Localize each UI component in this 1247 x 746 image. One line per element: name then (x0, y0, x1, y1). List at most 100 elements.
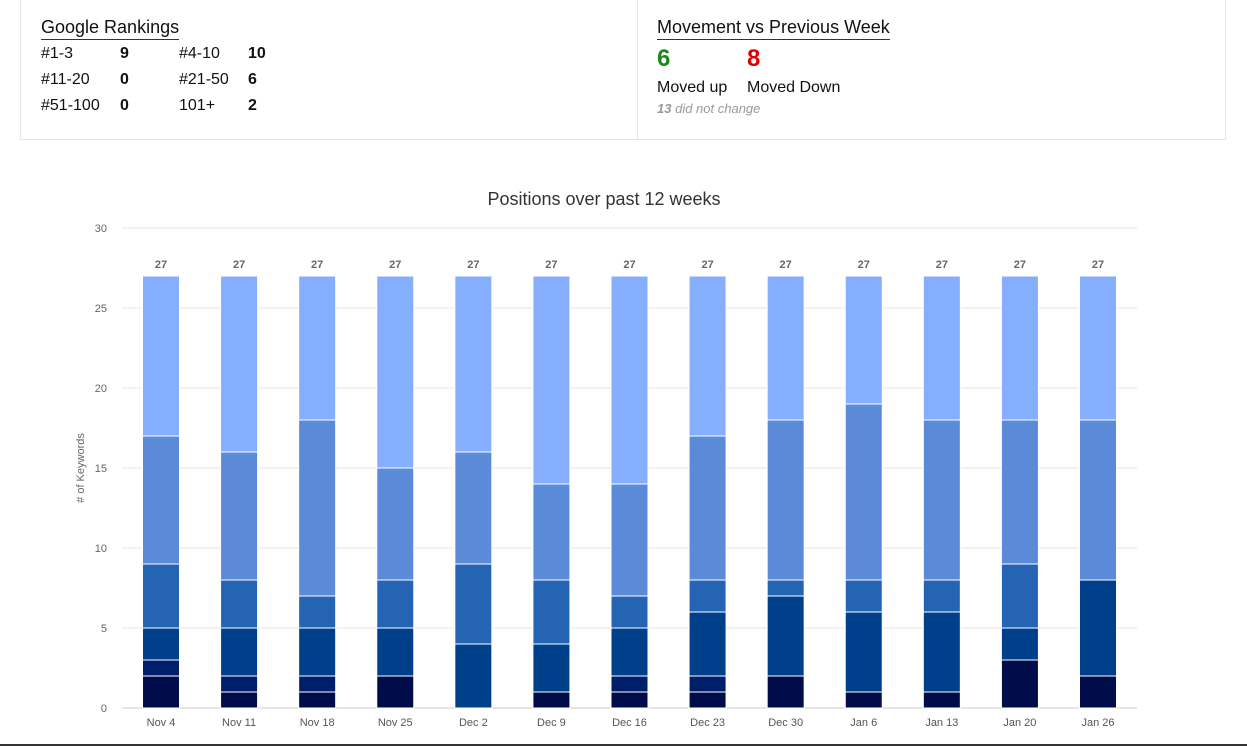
ranking-value: 2 (248, 97, 257, 114)
bar-segment (610, 595, 649, 629)
x-axis-ticks: Nov 4 Nov 11 Nov 18 Nov 25 Dec 2 Dec 9 Dec 16 D… (147, 717, 1115, 729)
bar-segment (1079, 275, 1117, 421)
bar-segment (376, 675, 415, 709)
ranking-label: 101+ (179, 97, 216, 114)
ranking-value: 0 (120, 71, 129, 88)
bar-segment (610, 275, 649, 485)
x-tick-label: Jan 20 (1003, 717, 1036, 729)
x-tick-label: Nov 4 (147, 717, 176, 729)
bar-segment (220, 627, 259, 677)
x-tick-label: Jan 6 (850, 717, 877, 729)
bar-segment (766, 595, 805, 677)
bar-segment (688, 275, 727, 437)
bar-segment (220, 675, 259, 693)
bar-segment (922, 611, 961, 693)
total-label: 27 (701, 259, 713, 271)
bar-segment (1079, 419, 1117, 581)
bar-segment (532, 579, 571, 645)
bar-segment (298, 691, 337, 709)
ranking-label: #11-20 (41, 71, 90, 88)
bar-segment (610, 483, 649, 597)
bar-segment (922, 579, 961, 613)
x-tick-label: Dec 2 (459, 717, 488, 729)
bar-segment (298, 675, 337, 693)
bars (142, 275, 1117, 709)
bar-segment (688, 691, 727, 709)
bar-segment (688, 611, 727, 677)
bar-segment (142, 675, 180, 709)
bar-segment (610, 627, 649, 677)
bar-segment (532, 483, 571, 581)
ranking-value: 6 (248, 71, 257, 88)
bar-segment (844, 579, 883, 613)
chart-title: Positions over past 12 weeks (487, 189, 720, 209)
bar-segment (454, 451, 493, 565)
bar-segment (298, 275, 337, 421)
x-tick-label: Jan 26 (1081, 717, 1114, 729)
total-label: 27 (1092, 259, 1104, 271)
bar-segment (454, 643, 493, 709)
moved-up-count: 6 (657, 45, 671, 72)
x-tick-label: Dec 30 (768, 717, 803, 729)
x-tick-label: Jan 13 (925, 717, 958, 729)
bar-segment (376, 579, 415, 629)
bar-segment (1000, 627, 1039, 661)
bar-segment (688, 579, 727, 613)
total-label: 27 (155, 259, 167, 271)
bar-segment (142, 435, 180, 565)
y-tick-label: 0 (101, 703, 107, 715)
bar-segment (298, 419, 337, 597)
ranking-label: #1-3 (41, 45, 74, 62)
bar-segment (1079, 579, 1117, 677)
moved-down-count: 8 (747, 45, 761, 72)
bar-segment (1000, 563, 1039, 629)
bar-segment (922, 691, 961, 709)
ranking-label: #51-100 (41, 97, 100, 114)
bar-segment (1000, 419, 1039, 565)
bar-segment (1079, 675, 1117, 709)
total-label: 27 (1014, 259, 1026, 271)
total-label: 27 (936, 259, 948, 271)
y-tick-label: 5 (101, 623, 107, 635)
y-tick-label: 30 (95, 223, 107, 235)
bar-segment (532, 691, 571, 709)
bar-segment (922, 275, 961, 421)
bar-segment (220, 275, 259, 453)
ranking-value: 10 (248, 45, 266, 62)
bar-segment (610, 691, 649, 709)
bar-segment (142, 659, 180, 677)
ranking-label: #21-50 (179, 71, 229, 88)
total-label: 27 (311, 259, 323, 271)
bar-segment (610, 675, 649, 693)
bar-segment (376, 627, 415, 677)
ranking-value: 9 (120, 45, 129, 62)
no-change-text: did not change (675, 101, 761, 116)
x-tick-label: Nov 11 (222, 717, 256, 729)
y-axis-ticks: 0 5 10 15 20 25 30 (95, 223, 107, 715)
total-label: 27 (467, 259, 479, 271)
bar-segment (376, 467, 415, 581)
y-tick-label: 10 (95, 543, 107, 555)
bar-segment (454, 275, 493, 453)
bar-segment (532, 275, 571, 485)
moved-up-label: Moved up (657, 79, 728, 96)
bar-segment (844, 403, 883, 581)
moved-down-label: Moved Down (747, 79, 841, 96)
total-label: 27 (545, 259, 557, 271)
bar-segment (376, 275, 415, 469)
total-label: 27 (780, 259, 792, 271)
bar-segment (142, 627, 180, 661)
y-axis-label: # of Keywords (75, 433, 87, 503)
bar-segment (844, 611, 883, 693)
bottom-border (0, 744, 1247, 746)
bar-segment (844, 691, 883, 709)
total-label: 27 (858, 259, 870, 271)
bar-segment (688, 435, 727, 581)
no-change-count: 13 (657, 101, 672, 116)
bar-segment (220, 451, 259, 581)
bar-segment (844, 275, 883, 405)
total-label: 27 (389, 259, 401, 271)
x-tick-label: Nov 18 (300, 717, 335, 729)
x-tick-label: Dec 9 (537, 717, 566, 729)
